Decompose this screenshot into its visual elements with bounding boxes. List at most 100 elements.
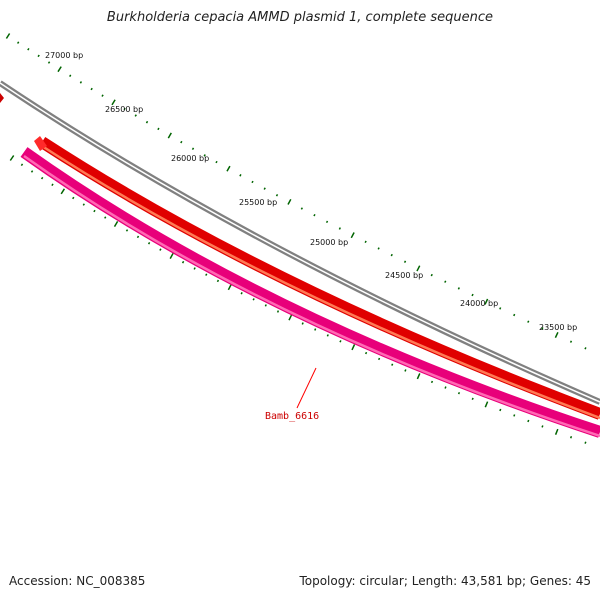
inner-tick-mark [30, 170, 34, 173]
outer-tick-mark [554, 331, 559, 339]
cds-fragment [0, 93, 4, 103]
inner-tick-mark [93, 209, 96, 213]
tick-label: 26500 bp [105, 105, 143, 114]
outer-tick-mark [350, 232, 355, 239]
inner-tick-mark [569, 436, 573, 439]
inner-tick-mark [169, 252, 174, 259]
inner-tick-mark [288, 314, 293, 321]
outer-tick-mark [90, 87, 93, 91]
inner-tick-mark [391, 363, 394, 366]
outer-tick-mark [215, 160, 218, 164]
inner-tick-mark [351, 344, 356, 351]
outer-tick-mark [134, 114, 137, 117]
tick-label: 24000 bp [460, 299, 498, 308]
outer-tick-mark [167, 132, 172, 139]
tick-label: 27000 bp [45, 51, 83, 60]
outer-tick-mark [377, 247, 380, 250]
accession-info: Accession: NC_008385 [9, 574, 145, 588]
accession-label: Accession: [9, 574, 73, 588]
outer-tick-mark [47, 61, 51, 64]
outer-tick-mark [180, 140, 183, 144]
length-value: 43,581 bp [461, 574, 523, 588]
outer-tick-mark [513, 313, 516, 317]
outer-tick-mark [569, 340, 573, 343]
outer-tick-mark [251, 180, 254, 184]
tick-label: 24500 bp [385, 271, 423, 280]
outer-tick-mark [403, 260, 407, 263]
outer-tick-mark [157, 127, 160, 131]
outer-tick-mark [471, 293, 474, 297]
outer-tick-mark [37, 54, 40, 58]
inner-tick-mark [457, 391, 461, 395]
inner-tick-mark [499, 408, 502, 412]
inner-tick-mark [20, 163, 24, 167]
gene-track-highlight [23, 154, 600, 438]
inner-tick-mark [136, 235, 140, 239]
outer-tick-mark [338, 227, 341, 230]
outer-tick-mark [123, 107, 126, 111]
outer-tick-mark [364, 240, 367, 244]
genes-label: Genes: [529, 574, 572, 588]
tick-label: 25000 bp [310, 238, 348, 247]
inner-tick-mark [125, 229, 129, 232]
outer-tick-mark [111, 99, 116, 106]
backbone-track-highlight [0, 82, 600, 403]
outer-tick-mark [263, 187, 266, 190]
tick-label: 23500 bp [539, 323, 577, 332]
outer-tick-mark [57, 66, 62, 73]
inner-tick-mark [527, 419, 530, 423]
cds-track-highlight [41, 144, 600, 420]
outer-tick-mark [287, 198, 292, 205]
inner-tick-mark [554, 428, 559, 435]
gene-label-bamb-6616[interactable]: Bamb_6616 [265, 411, 319, 422]
cds-track [38, 136, 600, 420]
inner-tick-mark [314, 328, 317, 331]
outer-tick-mark [484, 298, 489, 305]
inner-tick-mark [216, 279, 220, 283]
inner-tick-mark [252, 298, 255, 301]
inner-tick-mark [471, 397, 474, 401]
outer-tick-mark [541, 327, 544, 330]
genes-value: 45 [575, 574, 591, 588]
inner-tick-mark [113, 221, 119, 227]
inner-tick-mark [227, 284, 232, 291]
inner-tick-mark [147, 242, 151, 245]
cds-arrow-end [34, 136, 47, 151]
outer-tick-mark [203, 154, 206, 157]
outer-tick-mark [325, 220, 329, 224]
inner-tick-mark [484, 401, 489, 408]
outer-tick-mark [444, 280, 447, 283]
inner-tick-mark [9, 155, 15, 161]
outer-tick-mark [499, 307, 502, 310]
outer-tick-mark [69, 74, 72, 77]
inner-tick-mark [181, 260, 185, 264]
inner-tick-mark [51, 183, 54, 187]
outer-tick-mark [527, 320, 530, 323]
accession-value: NC_008385 [76, 574, 146, 588]
outer-tick-mark [275, 194, 279, 197]
inner-tick-mark [365, 351, 368, 355]
inner-tick-mark [264, 304, 267, 307]
outer-tick-mark [79, 81, 83, 84]
inner-tick-mark [72, 196, 75, 200]
inner-tick-mark [159, 248, 162, 251]
outer-tick-mark [145, 120, 149, 124]
outer-tick-mark [27, 47, 30, 51]
outer-tick-mark [239, 174, 242, 177]
inner-tick-mark [205, 273, 208, 276]
topology-value: circular [359, 574, 404, 588]
inner-tick-mark [60, 188, 66, 195]
length-label: Length: [411, 574, 458, 588]
backbone-track [0, 80, 600, 405]
sequence-summary: Topology: circular; Length: 43,581 bp; G… [299, 574, 591, 588]
outer-tick-mark [191, 147, 195, 150]
gene-label-connector [296, 367, 317, 409]
outer-tick-mark [457, 287, 460, 290]
gene-track-bamb-6616[interactable] [20, 147, 600, 438]
inner-tick-mark [240, 292, 243, 295]
inner-tick-mark [193, 267, 196, 270]
inner-tick-mark [339, 340, 342, 343]
outer-tick-mark [101, 94, 104, 97]
